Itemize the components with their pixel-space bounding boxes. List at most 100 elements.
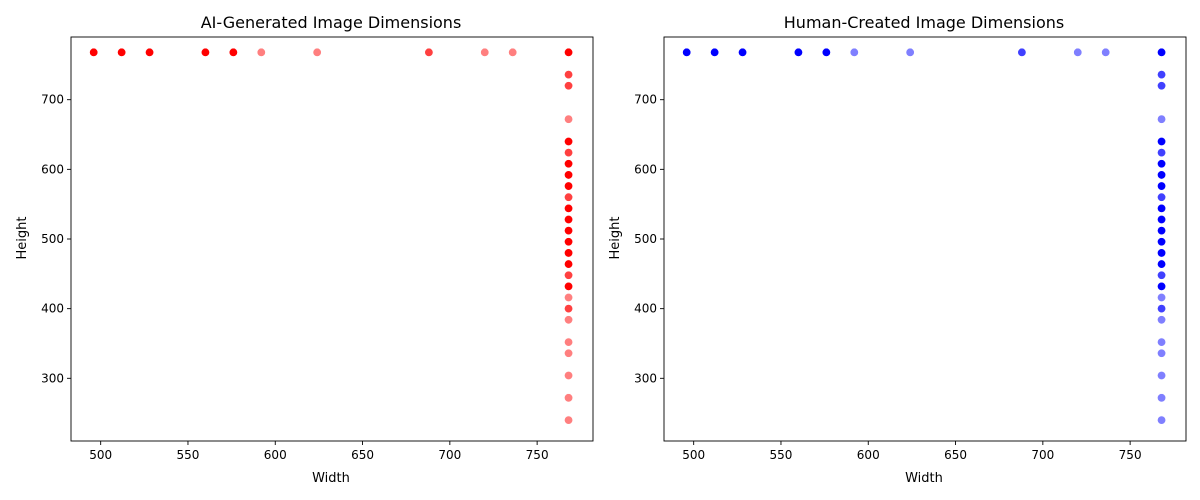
- y-tick-label: 600: [634, 162, 657, 176]
- data-point: [312, 47, 322, 57]
- data-point: [564, 393, 574, 403]
- data-point: [564, 237, 574, 247]
- data-point: [564, 203, 574, 213]
- x-tick-label: 500: [89, 448, 112, 462]
- data-point: [1157, 70, 1167, 80]
- data-point: [1157, 348, 1167, 358]
- ai-generated-scatter-panel: AI-Generated Image Dimensions Width Heig…: [15, 13, 594, 486]
- x-tick-label: 650: [351, 448, 374, 462]
- data-point: [564, 315, 574, 325]
- y-tick-label: 700: [634, 93, 657, 107]
- data-point: [200, 47, 210, 57]
- data-point: [145, 47, 155, 57]
- data-point: [564, 70, 574, 80]
- data-point: [1157, 304, 1167, 314]
- x-tick-label: 750: [1119, 448, 1142, 462]
- data-point: [1157, 214, 1167, 224]
- data-point: [1157, 47, 1167, 57]
- x-tick-label: 600: [857, 448, 880, 462]
- data-point: [564, 159, 574, 169]
- data-point: [1017, 47, 1027, 57]
- y-tick-label: 400: [634, 302, 657, 316]
- data-point: [1157, 259, 1167, 269]
- data-point: [1157, 337, 1167, 347]
- data-point: [117, 47, 127, 57]
- data-point: [710, 47, 720, 57]
- data-point: [564, 114, 574, 124]
- data-point: [564, 192, 574, 202]
- x-tick-label: 750: [526, 448, 549, 462]
- data-point: [821, 47, 831, 57]
- y-tick-label: 300: [634, 371, 657, 385]
- data-point: [793, 47, 803, 57]
- data-point: [1157, 248, 1167, 258]
- y-axis-label: Height: [15, 217, 30, 260]
- y-tick-label: 600: [41, 162, 64, 176]
- chart-title: AI-Generated Image Dimensions: [201, 13, 462, 32]
- data-point: [682, 47, 692, 57]
- x-tick-label: 550: [177, 448, 200, 462]
- data-point: [564, 281, 574, 291]
- y-tick-label: 400: [41, 302, 64, 316]
- data-point: [508, 47, 518, 57]
- data-point: [480, 47, 490, 57]
- data-point: [228, 47, 238, 57]
- data-points: [682, 47, 1167, 425]
- data-point: [1157, 81, 1167, 91]
- data-point: [1157, 281, 1167, 291]
- x-tick-label: 500: [682, 448, 705, 462]
- chart-title: Human-Created Image Dimensions: [784, 13, 1064, 32]
- data-point: [564, 214, 574, 224]
- data-point: [564, 47, 574, 57]
- data-point: [1157, 315, 1167, 325]
- data-point: [1157, 148, 1167, 158]
- data-point: [564, 181, 574, 191]
- data-points: [89, 47, 574, 425]
- plot-frame: [663, 36, 1187, 442]
- data-point: [1157, 371, 1167, 381]
- data-point: [564, 337, 574, 347]
- data-point: [849, 47, 859, 57]
- y-tick-label: 500: [41, 232, 64, 246]
- data-point: [564, 259, 574, 269]
- x-axis-label: Width: [905, 471, 943, 486]
- data-point: [564, 248, 574, 258]
- data-point: [564, 81, 574, 91]
- data-point: [564, 304, 574, 314]
- data-point: [564, 170, 574, 180]
- y-axis-label: Height: [608, 217, 623, 260]
- x-tick-label: 700: [1031, 448, 1054, 462]
- data-point: [256, 47, 266, 57]
- data-point: [564, 148, 574, 158]
- data-point: [1157, 136, 1167, 146]
- data-point: [564, 415, 574, 425]
- data-point: [564, 270, 574, 280]
- data-point: [1101, 47, 1111, 57]
- data-point: [1157, 270, 1167, 280]
- data-point: [905, 47, 915, 57]
- data-point: [738, 47, 748, 57]
- data-point: [1157, 170, 1167, 180]
- data-point: [424, 47, 434, 57]
- x-tick-label: 700: [438, 448, 461, 462]
- x-tick-label: 650: [944, 448, 967, 462]
- data-point: [1157, 237, 1167, 247]
- data-point: [1157, 159, 1167, 169]
- data-point: [1157, 192, 1167, 202]
- x-tick-label: 550: [770, 448, 793, 462]
- data-point: [564, 348, 574, 358]
- data-point: [1157, 415, 1167, 425]
- data-point: [1157, 181, 1167, 191]
- data-point: [564, 371, 574, 381]
- x-tick-label: 600: [264, 448, 287, 462]
- data-point: [1157, 293, 1167, 303]
- data-point: [1157, 114, 1167, 124]
- x-axis-label: Width: [312, 471, 350, 486]
- data-point: [564, 293, 574, 303]
- data-point: [564, 226, 574, 236]
- y-tick-label: 500: [634, 232, 657, 246]
- y-tick-label: 700: [41, 93, 64, 107]
- data-point: [89, 47, 99, 57]
- plot-frame: [70, 36, 594, 442]
